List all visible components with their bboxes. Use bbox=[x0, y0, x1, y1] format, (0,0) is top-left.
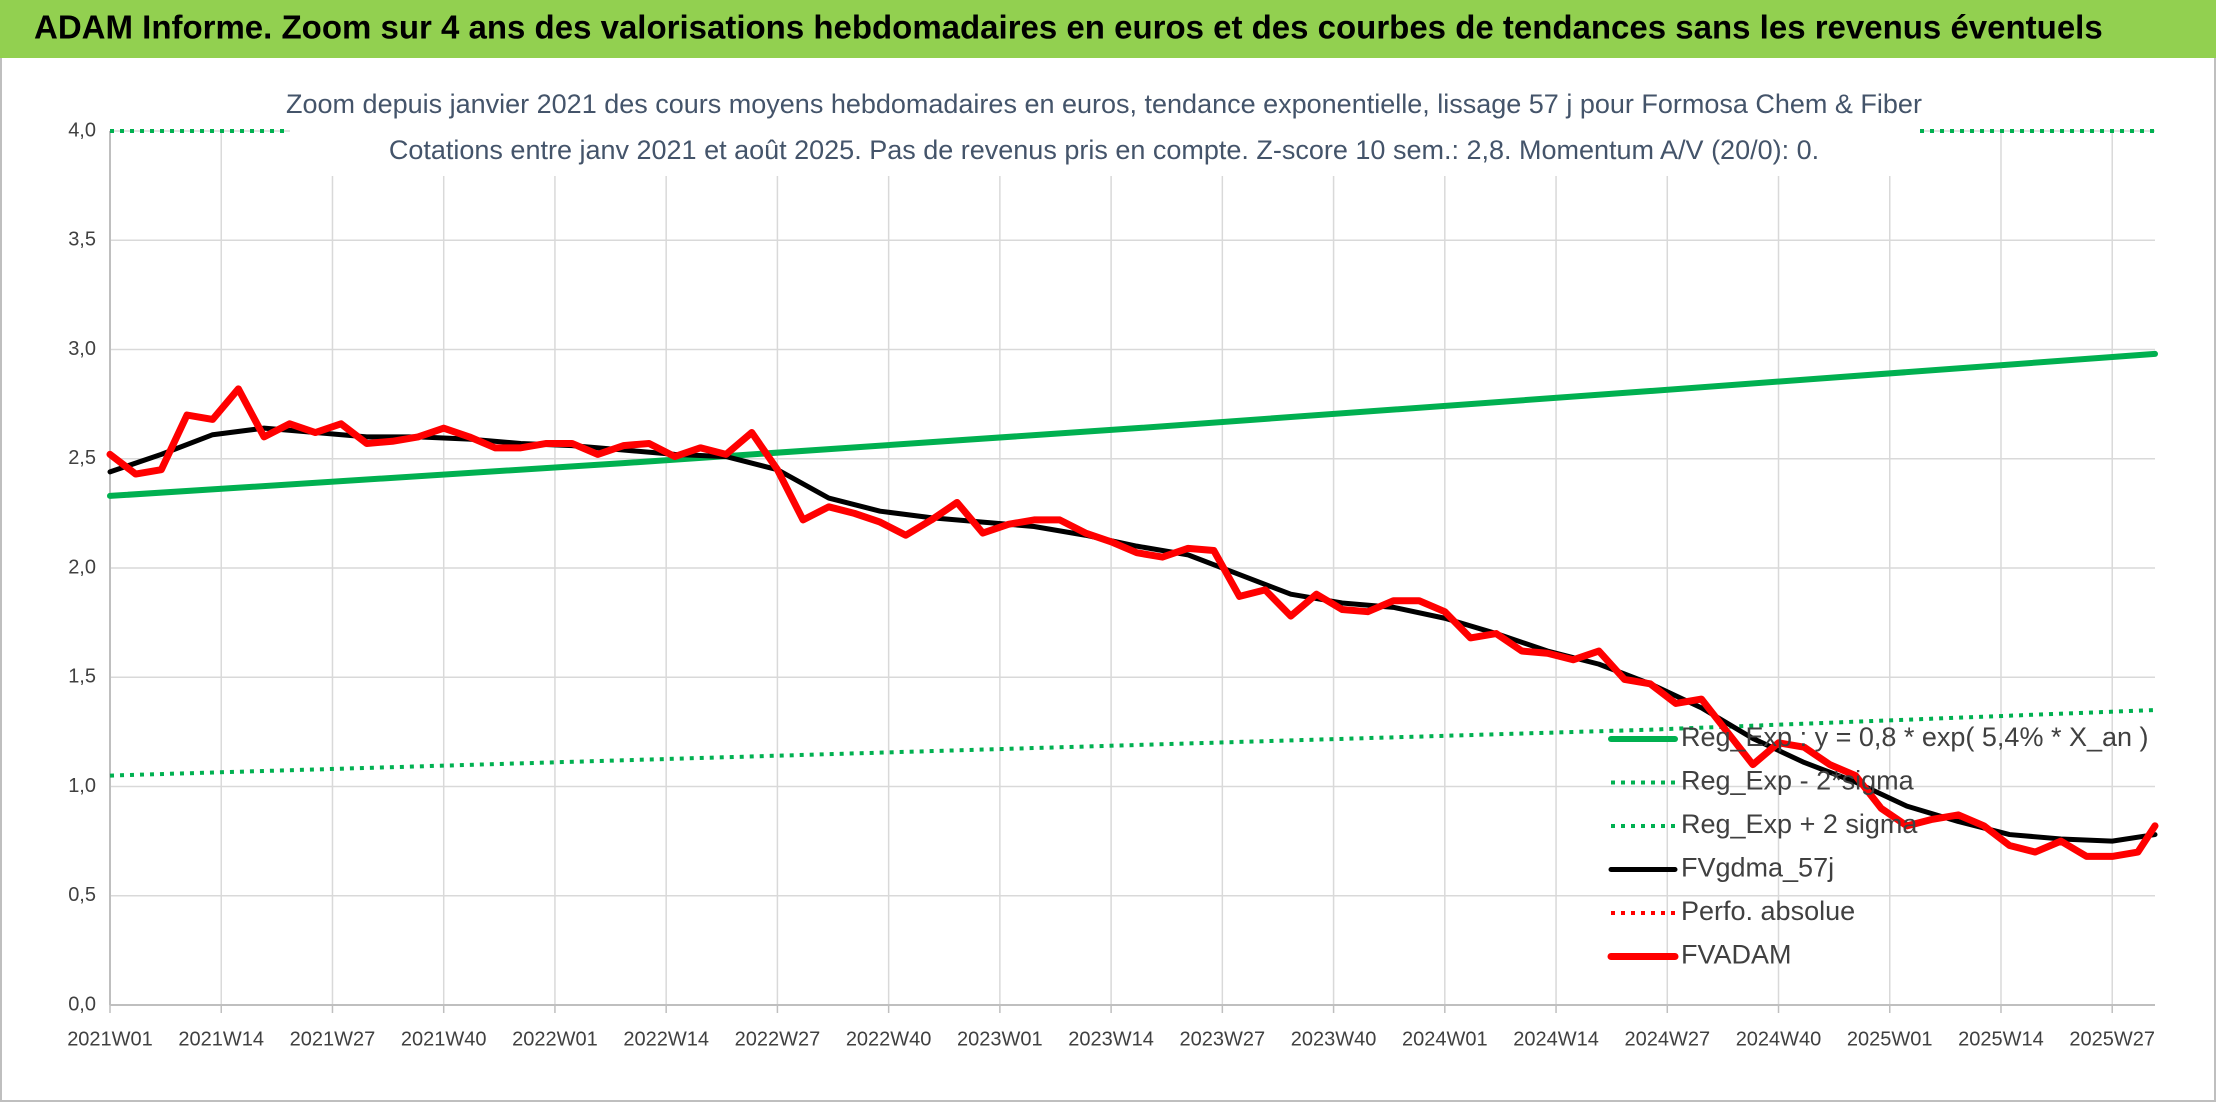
subtitle-bg bbox=[290, 84, 1920, 176]
x-tick-label: 2021W40 bbox=[401, 1028, 487, 1050]
series-line bbox=[107, 425, 2158, 844]
x-tick-label: 2022W27 bbox=[735, 1028, 821, 1050]
series-line bbox=[107, 350, 2158, 499]
x-tick-label: 2025W27 bbox=[2069, 1028, 2155, 1050]
y-tick-label: 0,5 bbox=[68, 884, 96, 906]
x-tick-label: 2022W14 bbox=[623, 1028, 709, 1050]
y-tick-label: 3,0 bbox=[68, 338, 96, 360]
x-tick-label: 2021W01 bbox=[67, 1028, 153, 1050]
x-tick-label: 2023W40 bbox=[1291, 1028, 1377, 1050]
y-tick-label: 3,5 bbox=[68, 229, 96, 251]
y-tick-label: 0,0 bbox=[68, 993, 96, 1015]
y-tick-label: 1,5 bbox=[68, 666, 96, 688]
legend-label: Reg_Exp : y = 0,8 * exp( 5,4% * X_an ) bbox=[1681, 722, 2149, 752]
series-line bbox=[109, 708, 2156, 778]
x-tick-label: 2022W40 bbox=[846, 1028, 932, 1050]
legend-label: Perfo. absolue bbox=[1681, 896, 1855, 926]
series-line bbox=[106, 385, 2159, 860]
chart-subtitle: Cotations entre janv 2021 et août 2025. … bbox=[389, 135, 1819, 165]
legend-label: Reg_Exp + 2 sigma bbox=[1681, 809, 1918, 839]
x-tick-label: 2022W01 bbox=[512, 1028, 598, 1050]
x-tick-label: 2024W40 bbox=[1736, 1028, 1822, 1050]
banner bbox=[0, 0, 2216, 58]
y-tick-label: 2,5 bbox=[68, 447, 96, 469]
x-tick-label: 2021W14 bbox=[178, 1028, 264, 1050]
x-tick-label: 2024W01 bbox=[1402, 1028, 1488, 1050]
x-tick-label: 2023W01 bbox=[957, 1028, 1043, 1050]
overlay: Zoom depuis janvier 2021 des cours moyen… bbox=[286, 84, 2149, 970]
y-tick-label: 2,0 bbox=[68, 556, 96, 578]
legend-label: Reg_Exp - 2*sigma bbox=[1681, 766, 1915, 796]
legend-label: FVgdma_57j bbox=[1681, 853, 1834, 883]
x-tick-label: 2025W14 bbox=[1958, 1028, 2044, 1050]
y-tick-label: 1,0 bbox=[68, 775, 96, 797]
x-tick-label: 2024W14 bbox=[1513, 1028, 1599, 1050]
page-title: ADAM Informe. Zoom sur 4 ans des valoris… bbox=[34, 9, 2103, 46]
y-tick-label: 4,0 bbox=[68, 119, 96, 141]
x-tick-label: 2021W27 bbox=[290, 1028, 376, 1050]
x-tick-label: 2025W01 bbox=[1847, 1028, 1933, 1050]
x-tick-label: 2024W27 bbox=[1624, 1028, 1710, 1050]
x-tick-label: 2023W14 bbox=[1068, 1028, 1154, 1050]
x-tick-label: 2023W27 bbox=[1180, 1028, 1266, 1050]
legend-label: FVADAM bbox=[1681, 940, 1792, 970]
chart-subtitle: Zoom depuis janvier 2021 des cours moyen… bbox=[286, 89, 1922, 119]
